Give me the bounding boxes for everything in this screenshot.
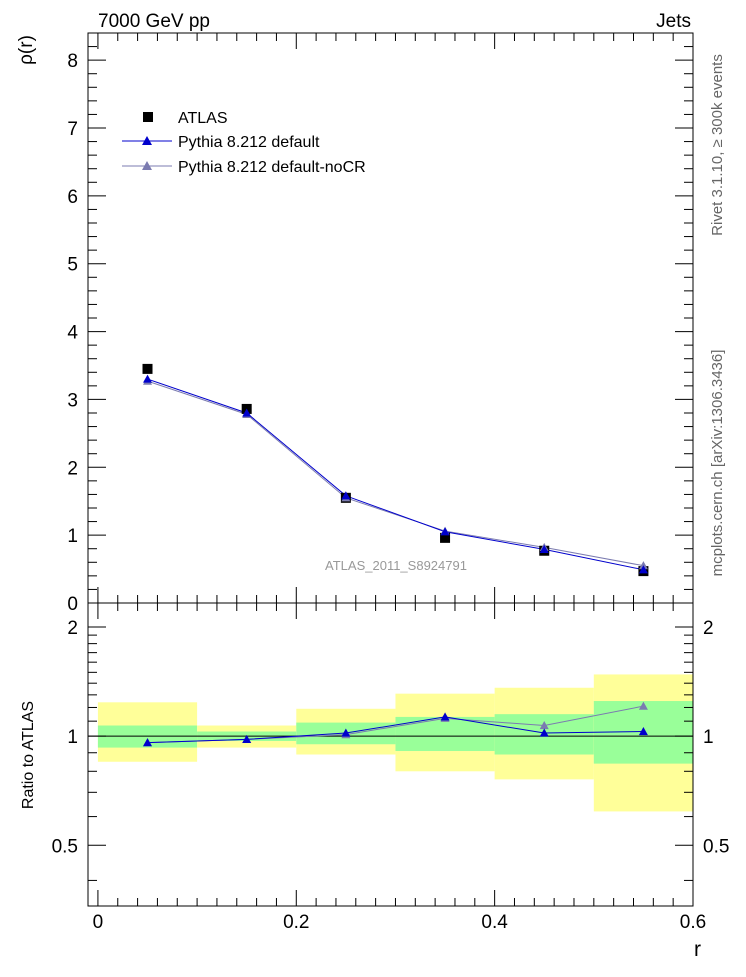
ratio-data-point [242, 734, 252, 743]
mc-data-point [539, 544, 549, 553]
x-tick-label: 0 [93, 912, 104, 933]
ratio-data-point [539, 728, 549, 737]
main-y-tick-label: 7 [67, 119, 78, 140]
legend-atlas-marker [143, 112, 153, 122]
atlas-data-point [142, 363, 153, 374]
x-tick-label: 0.6 [680, 912, 706, 933]
header-left-label: 7000 GeV pp [98, 11, 210, 32]
ratio-inner-band [395, 716, 495, 752]
ratio-y-tick-label-left: 2 [67, 618, 78, 639]
main-y-tick-label: 8 [67, 51, 78, 72]
legend-atlas-label: ATLAS [178, 110, 228, 127]
ratio-y-tick-label-right: 1 [703, 727, 714, 748]
main-series [142, 363, 649, 577]
mc-data-point [638, 565, 648, 574]
main-y-tick-label: 0 [67, 594, 78, 615]
main-series-line [147, 380, 644, 567]
rivet-version-label: Rivet 3.1.10, ≥ 300k events [709, 54, 726, 236]
ratio-axis-ticks: 0.5 0.5 1 1 2 2 0 0.2 0.4 0.6 [52, 603, 729, 933]
ratio-y-tick-label-left: 0.5 [52, 836, 78, 857]
main-y-tick-label: 6 [67, 187, 78, 208]
main-y-tick-label: 4 [67, 323, 78, 344]
x-axis-label: r [694, 938, 701, 961]
mc-data-point [143, 374, 153, 383]
x-tick-label: 0.2 [283, 912, 309, 933]
legend-nocr-label: Pythia 8.212 default-noCR [178, 159, 366, 176]
mc-data-point [440, 527, 450, 536]
ratio-data-point [638, 727, 648, 736]
legend: ATLAS Pythia 8.212 default Pythia 8.212 … [122, 110, 366, 176]
main-y-tick-label: 1 [67, 526, 78, 547]
mcplots-label: mcplots.cern.ch [arXiv:1306.3436] [709, 350, 726, 577]
main-axis-ticks: 0 1 2 3 4 5 6 7 8 [67, 33, 694, 615]
ratio-y-tick-label-right: 2 [703, 618, 714, 639]
mc-data-point [242, 408, 252, 417]
mc-data-point [341, 491, 351, 500]
main-y-tick-label: 5 [67, 255, 78, 276]
ratio-series [143, 701, 648, 747]
ratio-data-point [539, 721, 549, 730]
legend-default-label: Pythia 8.212 default [178, 134, 320, 151]
x-tick-label: 0.4 [481, 912, 508, 933]
ratio-panel: 0.5 0.5 1 1 2 2 0 0.2 0.4 0.6 Ratio to ATLAS r [20, 602, 729, 961]
legend-nocr-marker [142, 161, 152, 170]
main-panel: 0 1 2 3 4 5 6 7 8 ρ(r) ATLAS_2011_S8924791 [16, 32, 694, 615]
ratio-y-tick-label-left: 1 [67, 727, 78, 748]
main-y-tick-label: 3 [67, 390, 78, 411]
legend-default-marker [142, 136, 152, 145]
main-y-tick-label: 2 [67, 458, 78, 479]
ratio-series-line [147, 716, 644, 744]
watermark-label: ATLAS_2011_S8924791 [325, 558, 467, 573]
ratio-bands [97, 674, 693, 812]
main-y-axis-label: ρ(r) [16, 35, 37, 65]
header-right-label: Jets [656, 11, 691, 32]
mc-data-point [638, 561, 648, 570]
ratio-data-point [638, 701, 648, 710]
ratio-data-point [440, 712, 450, 721]
atlas-data-point [440, 532, 451, 543]
ratio-frame [87, 602, 694, 907]
main-series-line [147, 378, 644, 571]
ratio-y-axis-label: Ratio to ATLAS [20, 701, 37, 809]
ratio-data-point [341, 728, 351, 737]
ratio-data-point [143, 738, 153, 747]
ratio-y-tick-label-right: 0.5 [703, 836, 729, 857]
